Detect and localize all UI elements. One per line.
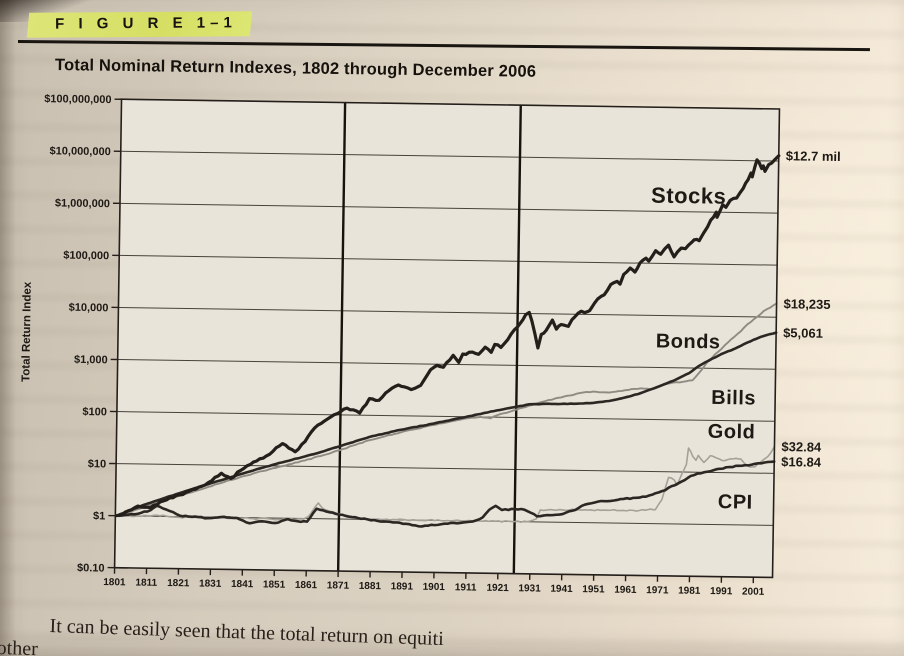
series-end-value-cpi: $16.84	[781, 454, 822, 470]
series-line-stocks	[115, 154, 781, 518]
gridline	[116, 411, 775, 422]
x-tick-label: 2001	[742, 587, 765, 598]
x-tick-label: 1861	[295, 580, 318, 591]
series-label-bonds: Bonds	[656, 330, 721, 353]
y-tick-label: $1,000,000	[55, 197, 110, 210]
x-tick-label: 1991	[710, 586, 733, 597]
x-tick-label: 1911	[455, 582, 477, 593]
series-line-bills	[115, 331, 778, 517]
x-tick-label: 1921	[486, 583, 509, 594]
series-label-stocks: Stocks	[651, 183, 727, 209]
series-end-value-gold: $32.84	[781, 439, 822, 455]
y-tick-label: $100,000,000	[44, 93, 111, 106]
x-tick-label: 1901	[423, 582, 446, 593]
x-tick-label: 1831	[199, 578, 222, 589]
plot-area	[114, 99, 780, 578]
era-divider-1871	[336, 102, 347, 572]
y-tick-label: $10	[88, 458, 107, 470]
era-divider-1926	[512, 105, 522, 574]
x-tick-label: 1801	[103, 577, 126, 588]
x-tick-label: 1821	[167, 578, 190, 589]
series-end-value-bills: $5,061	[783, 325, 823, 341]
x-tick-label: 1841	[231, 579, 254, 590]
x-tick-label: 1851	[263, 579, 286, 590]
y-tick-label: $10,000,000	[49, 145, 110, 158]
x-tick-label: 1881	[359, 581, 382, 592]
y-tick-label: $1	[93, 510, 105, 522]
x-tick-label: 1891	[391, 581, 414, 592]
series-label-bills: Bills	[711, 387, 756, 410]
gridline	[119, 202, 778, 214]
x-tick-label: 1981	[678, 586, 701, 597]
x-tick-label: 1871	[327, 580, 350, 591]
y-tick-label: $10,000	[69, 302, 109, 315]
series-end-value-bonds: $18,235	[783, 296, 830, 312]
gridline	[120, 150, 779, 162]
series-label-cpi: CPI	[718, 491, 753, 514]
y-axis-title: Total Return Index	[20, 281, 33, 382]
gridline	[116, 463, 775, 474]
gridline	[118, 306, 777, 318]
plot-border	[113, 98, 781, 579]
y-tick-label: $100	[82, 406, 107, 418]
x-tick-label: 1971	[646, 585, 669, 596]
body-text-fragment: other	[0, 637, 39, 656]
x-tick-label: 1931	[518, 583, 541, 594]
y-tick-label: $100,000	[63, 250, 109, 263]
x-tick-label: 1951	[582, 584, 605, 595]
y-tick-label: $1,000	[74, 354, 108, 366]
series-label-gold: Gold	[708, 421, 756, 444]
x-tick-label: 1941	[550, 584, 573, 595]
x-tick-label: 1811	[135, 578, 157, 589]
gridline	[119, 254, 778, 266]
series-line-cpi	[115, 460, 776, 528]
y-tick-label: $0.10	[77, 562, 105, 574]
series-end-value-stocks: $12.7 mil	[786, 148, 841, 164]
x-tick-label: 1961	[614, 585, 637, 596]
